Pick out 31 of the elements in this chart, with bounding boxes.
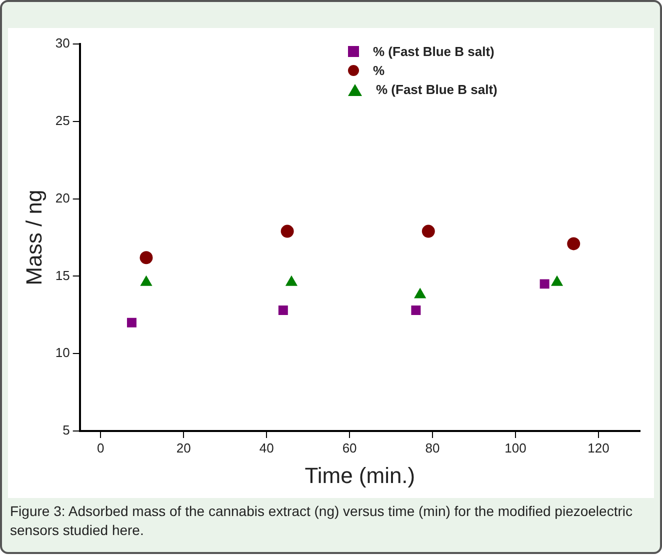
point [278,306,288,315]
x-tick-label: 60 [342,440,357,456]
x-tick-label: 0 [96,440,104,456]
y-tick-label: 25 [55,112,70,128]
legend-label: % (Fast Blue B salt) [376,81,498,99]
point [567,237,580,250]
legend-label: % [373,62,385,80]
y-tick-label: 10 [55,345,70,360]
x-tick-label: 120 [588,440,610,456]
y-axis-title: Mass / ng [21,190,46,286]
x-tick-label: 100 [504,440,526,456]
y-tick-label: 5 [62,422,70,438]
point [411,306,421,315]
point [551,276,563,286]
y-tick-label: 30 [55,36,70,51]
x-tick-label: 80 [425,440,440,456]
point [540,279,550,289]
caption: Figure 3: Adsorbed mass of the cannabis extract (ng) versus time (min) for the modified piezoelectric sensors studied here. [10,502,634,540]
x-tick-label: 40 [259,440,274,456]
y-tick-label: 15 [55,268,70,283]
y-tick-label: 20 [55,190,70,206]
point [126,318,136,328]
point [140,276,152,286]
point [280,224,294,238]
point [422,224,435,238]
x-tick-label: 20 [176,440,191,456]
point [140,251,153,264]
x-axis-title: Time (min.) [304,462,416,488]
point [286,276,298,286]
point [414,288,426,298]
legend-label: % (Fast Blue B salt) [373,43,494,61]
